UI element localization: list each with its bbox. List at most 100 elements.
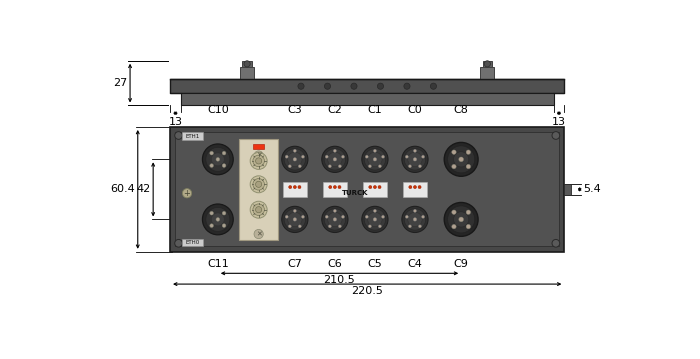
Circle shape: [484, 61, 491, 67]
Circle shape: [419, 165, 421, 168]
Circle shape: [421, 215, 424, 218]
Circle shape: [404, 149, 426, 170]
Circle shape: [452, 164, 456, 169]
Circle shape: [333, 218, 337, 221]
Circle shape: [286, 155, 288, 158]
Circle shape: [210, 151, 214, 155]
Circle shape: [282, 146, 308, 172]
Text: ETH0: ETH0: [186, 240, 199, 245]
Circle shape: [286, 215, 288, 218]
Circle shape: [338, 165, 342, 168]
Circle shape: [284, 209, 306, 230]
Circle shape: [421, 155, 424, 158]
Circle shape: [377, 83, 384, 89]
Circle shape: [210, 211, 214, 215]
Circle shape: [466, 150, 470, 154]
Text: C0: C0: [407, 105, 422, 115]
Circle shape: [379, 165, 382, 168]
Circle shape: [216, 218, 220, 221]
Bar: [182, 239, 203, 246]
Text: C8: C8: [454, 105, 468, 115]
Circle shape: [414, 209, 416, 212]
Circle shape: [288, 212, 302, 227]
Circle shape: [373, 158, 377, 161]
Circle shape: [210, 164, 214, 167]
Text: 210.5: 210.5: [323, 275, 356, 285]
Circle shape: [364, 209, 386, 230]
Circle shape: [342, 155, 344, 158]
Text: C9: C9: [454, 260, 468, 270]
Circle shape: [362, 206, 388, 233]
Circle shape: [404, 83, 410, 89]
Circle shape: [328, 165, 331, 168]
Text: 220.5: 220.5: [351, 286, 383, 295]
Text: ✕: ✕: [256, 153, 262, 159]
Circle shape: [293, 158, 297, 161]
Circle shape: [414, 149, 416, 152]
Circle shape: [338, 225, 342, 228]
Bar: [283, 182, 307, 197]
Circle shape: [250, 153, 267, 169]
Circle shape: [254, 229, 263, 239]
Circle shape: [454, 152, 469, 167]
Circle shape: [419, 225, 421, 228]
Circle shape: [374, 149, 377, 152]
Text: C7: C7: [288, 260, 302, 270]
Circle shape: [405, 215, 408, 218]
Circle shape: [254, 151, 263, 160]
Circle shape: [329, 186, 332, 188]
Circle shape: [414, 186, 416, 188]
Circle shape: [454, 212, 469, 227]
Bar: [181, 93, 554, 106]
Circle shape: [466, 164, 470, 169]
Text: C4: C4: [407, 260, 422, 270]
Text: C10: C10: [207, 105, 229, 115]
Circle shape: [288, 186, 292, 188]
Circle shape: [216, 158, 220, 161]
Circle shape: [256, 158, 262, 164]
Circle shape: [405, 155, 408, 158]
Circle shape: [293, 149, 296, 152]
Text: ✕: ✕: [256, 231, 262, 237]
Text: +: +: [183, 189, 190, 198]
Circle shape: [373, 218, 377, 221]
Circle shape: [368, 165, 372, 168]
Circle shape: [326, 215, 328, 218]
Bar: [239, 139, 278, 240]
Circle shape: [328, 212, 342, 227]
Circle shape: [333, 186, 337, 188]
Circle shape: [222, 151, 226, 155]
Circle shape: [409, 225, 412, 228]
Circle shape: [333, 158, 337, 161]
Circle shape: [288, 165, 291, 168]
Circle shape: [338, 186, 341, 188]
Circle shape: [328, 152, 342, 167]
Text: C2: C2: [328, 105, 342, 115]
Circle shape: [466, 210, 470, 214]
Circle shape: [413, 218, 416, 221]
Circle shape: [253, 204, 265, 215]
Circle shape: [293, 218, 297, 221]
Bar: [323, 182, 347, 197]
Circle shape: [326, 155, 328, 158]
Circle shape: [447, 206, 475, 233]
Circle shape: [211, 153, 224, 166]
Circle shape: [293, 209, 296, 212]
Text: C5: C5: [368, 260, 382, 270]
Circle shape: [452, 150, 456, 154]
Circle shape: [288, 152, 302, 167]
Bar: [170, 79, 564, 93]
Text: TURCK: TURCK: [342, 190, 368, 196]
Bar: [564, 184, 570, 195]
Bar: [363, 182, 387, 197]
Text: 13: 13: [169, 117, 183, 127]
Circle shape: [404, 209, 426, 230]
Text: 5.4: 5.4: [583, 185, 601, 194]
Circle shape: [552, 132, 560, 139]
Circle shape: [322, 206, 348, 233]
Circle shape: [342, 215, 344, 218]
Circle shape: [378, 186, 381, 188]
Circle shape: [288, 225, 291, 228]
Bar: [402, 182, 427, 197]
Circle shape: [298, 186, 301, 188]
